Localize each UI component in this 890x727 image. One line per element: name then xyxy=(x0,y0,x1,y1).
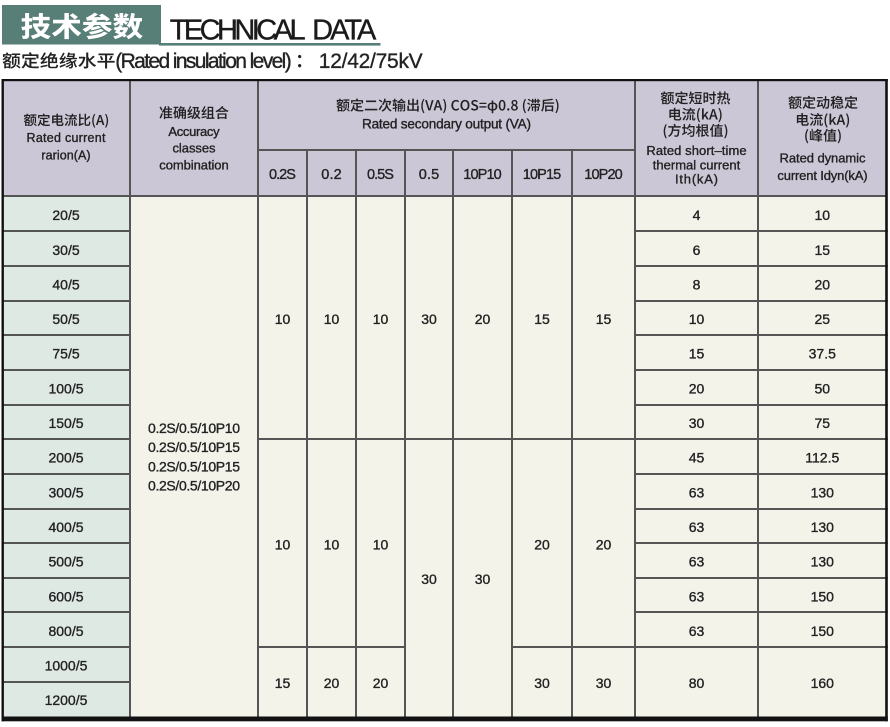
svg-text:100/5: 100/5 xyxy=(48,380,83,396)
svg-text:current Idyn(kA): current Idyn(kA) xyxy=(777,168,867,183)
svg-text:0.2S/0.5/10P15: 0.2S/0.5/10P15 xyxy=(148,458,240,474)
svg-text:300/5: 300/5 xyxy=(48,484,83,500)
svg-text:rarion(A): rarion(A) xyxy=(41,148,90,162)
svg-text:160: 160 xyxy=(811,675,835,691)
svg-text:63: 63 xyxy=(689,623,705,639)
svg-text:20: 20 xyxy=(689,380,705,396)
svg-text:15: 15 xyxy=(814,242,830,258)
svg-text:0.5S: 0.5S xyxy=(367,167,394,183)
svg-text:400/5: 400/5 xyxy=(48,519,83,535)
svg-text:130: 130 xyxy=(811,554,835,570)
svg-text:4: 4 xyxy=(693,207,701,223)
svg-text:20: 20 xyxy=(475,311,491,327)
svg-text:20: 20 xyxy=(814,276,830,292)
svg-text:40/5: 40/5 xyxy=(52,276,79,292)
svg-text:10: 10 xyxy=(275,311,291,327)
svg-text:800/5: 800/5 xyxy=(48,623,83,639)
svg-text:10: 10 xyxy=(373,536,389,552)
svg-text:0.2S/0.5/10P10: 0.2S/0.5/10P10 xyxy=(148,420,240,436)
svg-text:Ith(kA): Ith(kA) xyxy=(675,172,718,187)
svg-text:150/5: 150/5 xyxy=(48,415,83,431)
svg-text:30: 30 xyxy=(596,675,612,691)
svg-text:130: 130 xyxy=(811,519,835,535)
svg-text:20: 20 xyxy=(324,675,340,691)
svg-text:0.2: 0.2 xyxy=(321,167,342,183)
svg-text:50/5: 50/5 xyxy=(52,311,79,327)
svg-text:25: 25 xyxy=(814,311,830,327)
svg-text:200/5: 200/5 xyxy=(48,450,83,466)
svg-text:0.2S/0.5/10P20: 0.2S/0.5/10P20 xyxy=(148,478,240,494)
svg-text:0.2S: 0.2S xyxy=(269,167,296,183)
svg-text:75/5: 75/5 xyxy=(52,346,79,362)
svg-text:30: 30 xyxy=(421,571,437,587)
svg-text:10: 10 xyxy=(689,311,705,327)
svg-text:80: 80 xyxy=(689,675,705,691)
svg-text:1000/5: 1000/5 xyxy=(45,658,88,674)
svg-text:Rated current: Rated current xyxy=(27,131,106,145)
svg-text:6: 6 xyxy=(693,242,701,258)
svg-text:8: 8 xyxy=(693,276,701,292)
svg-text:500/5: 500/5 xyxy=(48,554,83,570)
svg-text:63: 63 xyxy=(689,484,705,500)
svg-text:15: 15 xyxy=(596,311,612,327)
svg-text:DATA: DATA xyxy=(312,15,377,47)
svg-text:63: 63 xyxy=(689,519,705,535)
svg-text:150: 150 xyxy=(811,623,835,639)
svg-text:10: 10 xyxy=(814,207,830,223)
svg-text:0.5: 0.5 xyxy=(419,167,440,183)
svg-text:63: 63 xyxy=(689,554,705,570)
svg-text:combination: combination xyxy=(159,158,228,173)
svg-text:30/5: 30/5 xyxy=(52,242,79,258)
svg-text:50: 50 xyxy=(814,380,830,396)
svg-text:20: 20 xyxy=(373,675,389,691)
svg-text:130: 130 xyxy=(811,484,835,500)
svg-text:0.2S/0.5/10P15: 0.2S/0.5/10P15 xyxy=(148,439,240,455)
svg-text:37.5: 37.5 xyxy=(809,346,836,362)
svg-text:12/42/75kV: 12/42/75kV xyxy=(319,50,423,73)
svg-text:20: 20 xyxy=(596,536,612,552)
svg-text:30: 30 xyxy=(534,675,550,691)
svg-text:600/5: 600/5 xyxy=(48,588,83,604)
svg-text:10P20: 10P20 xyxy=(584,167,623,183)
svg-text:15: 15 xyxy=(689,346,705,362)
svg-text:30: 30 xyxy=(475,571,491,587)
svg-text:10: 10 xyxy=(275,536,291,552)
svg-text:20/5: 20/5 xyxy=(52,207,79,223)
svg-text:150: 150 xyxy=(811,588,835,604)
svg-text:30: 30 xyxy=(689,415,705,431)
svg-text:10P10: 10P10 xyxy=(463,167,502,183)
svg-text:75: 75 xyxy=(814,415,830,431)
svg-text:63: 63 xyxy=(689,588,705,604)
svg-text:classes: classes xyxy=(172,141,216,156)
svg-text:Rated short–time: Rated short–time xyxy=(646,143,746,158)
svg-text:10: 10 xyxy=(324,311,340,327)
svg-text:112.5: 112.5 xyxy=(805,450,839,466)
svg-text:thermal current: thermal current xyxy=(653,157,741,172)
svg-text:20: 20 xyxy=(534,536,550,552)
svg-text:15: 15 xyxy=(275,675,291,691)
svg-text:TECHNICAL: TECHNICAL xyxy=(170,15,306,47)
svg-text:(Rated insulation level): (Rated insulation level) xyxy=(115,50,292,73)
svg-text:Rated secondary output (VA): Rated secondary output (VA) xyxy=(362,116,531,131)
svg-text:15: 15 xyxy=(534,311,550,327)
svg-text:Accuracy: Accuracy xyxy=(168,124,220,139)
svg-text:10P15: 10P15 xyxy=(523,167,562,183)
svg-text:10: 10 xyxy=(373,311,389,327)
svg-text:1200/5: 1200/5 xyxy=(45,692,88,708)
svg-text:30: 30 xyxy=(421,311,437,327)
svg-text:Rated dynamic: Rated dynamic xyxy=(780,151,866,166)
svg-text:45: 45 xyxy=(689,450,705,466)
svg-text:10: 10 xyxy=(324,536,340,552)
